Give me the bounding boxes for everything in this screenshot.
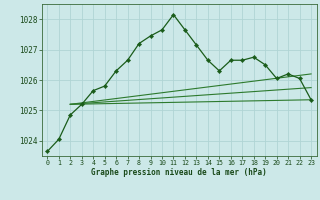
X-axis label: Graphe pression niveau de la mer (hPa): Graphe pression niveau de la mer (hPa): [91, 168, 267, 177]
